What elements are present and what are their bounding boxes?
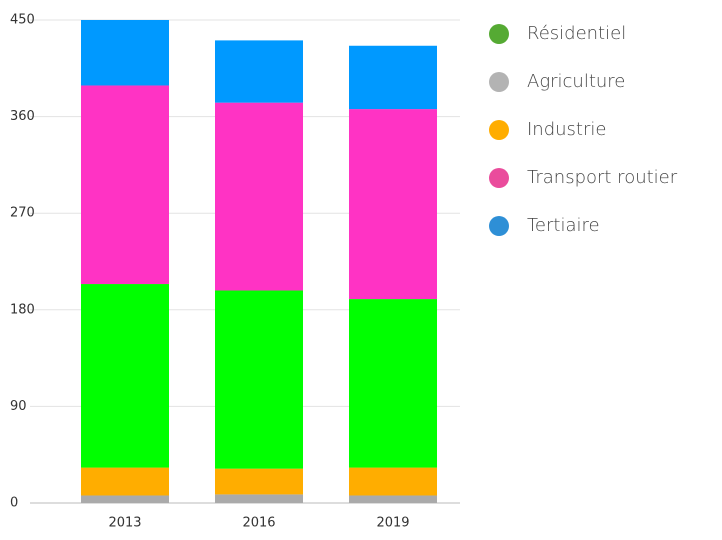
legend-label: Résidentiel (527, 23, 626, 44)
legend-marker (489, 120, 509, 140)
bar-segment (81, 85, 169, 285)
bar-segment (349, 45, 437, 110)
legend-label: Industrie (527, 119, 606, 140)
legend-marker (489, 24, 509, 44)
legend-label: Transport routier (527, 167, 678, 188)
bar-segment (81, 495, 169, 503)
bar-segment (215, 40, 303, 103)
bar-segment (349, 109, 437, 300)
bar-segment (81, 20, 169, 86)
bar-segment (349, 299, 437, 468)
legend-marker (489, 168, 509, 188)
bar-segment (215, 468, 303, 495)
bar-segment (215, 494, 303, 503)
bar-segment (349, 467, 437, 496)
y-tick-label: 0 (10, 496, 18, 511)
y-tick-label: 360 (10, 109, 35, 124)
x-tick-label: 2019 (376, 516, 409, 531)
bar-segment (215, 290, 303, 469)
legend-marker (489, 216, 509, 236)
legend-marker (489, 72, 509, 92)
y-tick-label: 180 (10, 302, 35, 317)
legend-label: Tertiaire (527, 215, 600, 236)
bar-segment (81, 284, 169, 468)
legend-label: Agriculture (527, 71, 625, 92)
x-tick-label: 2013 (108, 516, 141, 531)
x-tick-label: 2016 (242, 516, 275, 531)
y-tick-label: 450 (10, 13, 35, 28)
y-tick-label: 270 (10, 206, 35, 221)
y-tick-label: 90 (10, 399, 27, 414)
bar-segment (349, 495, 437, 503)
bar-segment (81, 467, 169, 496)
bar-segment (215, 102, 303, 291)
